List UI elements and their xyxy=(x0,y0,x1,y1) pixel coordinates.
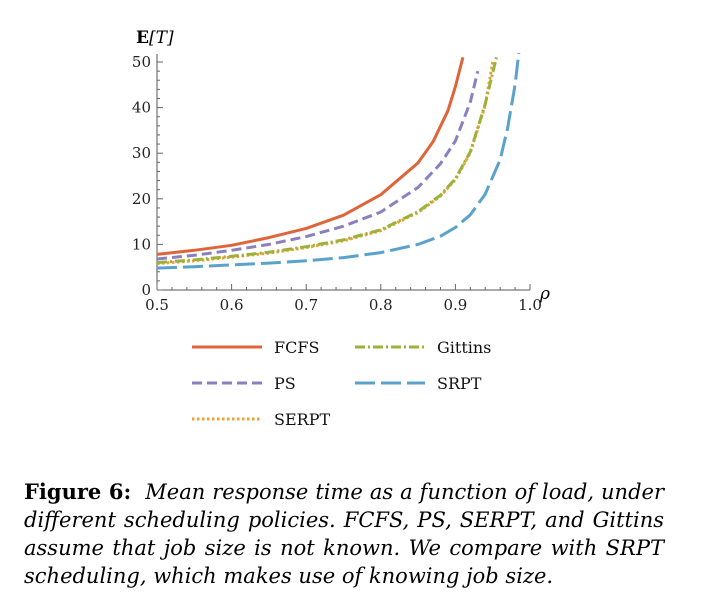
x-tick-label: 0.8 xyxy=(369,296,393,314)
series-line-srpt xyxy=(156,52,521,270)
ticks xyxy=(156,61,531,291)
axes xyxy=(156,54,530,291)
x-axis-title: ρ xyxy=(539,284,550,304)
legend-label-gittins: Gittins xyxy=(437,338,491,357)
x-tick-label: 0.9 xyxy=(443,296,467,314)
x-tick-label: 0.5 xyxy=(145,296,169,314)
y-tick-label: 50 xyxy=(132,53,151,71)
legend-label-ps: PS xyxy=(274,374,296,393)
x-tick-label: 0.7 xyxy=(294,296,318,314)
series-line-gittins xyxy=(156,57,498,265)
series-line-fcfs xyxy=(156,57,465,256)
figure-caption: Figure 6: Mean response time as a functio… xyxy=(24,478,664,590)
y-axis-title-rest: [T] xyxy=(149,28,174,48)
y-tick-label: 30 xyxy=(132,144,151,162)
x-tick-label: 1.0 xyxy=(518,296,542,314)
y-axis-title-bold: E xyxy=(136,28,149,48)
legend-label-serpt: SERPT xyxy=(274,410,330,429)
y-tick-label: 20 xyxy=(132,190,151,208)
caption-label: Figure 6: xyxy=(24,479,132,504)
tick-labels: 0.5 0.6 0.7 0.8 0.9 1.0 0 10 20 30 40 50 xyxy=(132,53,542,314)
series-line-ps xyxy=(156,70,480,261)
series-line-serpt xyxy=(156,61,495,266)
y-tick-label: 10 xyxy=(132,235,151,253)
legend-label-fcfs: FCFS xyxy=(274,338,319,357)
chart: 0.5 0.6 0.7 0.8 0.9 1.0 0 10 20 30 40 50 E[T] ρ FCF… xyxy=(132,28,550,429)
y-tick-label: 0 xyxy=(141,281,151,299)
legend-label-srpt: SRPT xyxy=(437,374,482,393)
y-axis-title: E[T] xyxy=(136,28,174,48)
y-tick-label: 40 xyxy=(132,99,151,117)
x-tick-label: 0.6 xyxy=(220,296,244,314)
caption-text: Mean response time as a function of load… xyxy=(24,480,664,588)
legend: FCFS Gittins PS SRPT SERPT xyxy=(192,338,491,429)
series-layer xyxy=(156,52,521,270)
